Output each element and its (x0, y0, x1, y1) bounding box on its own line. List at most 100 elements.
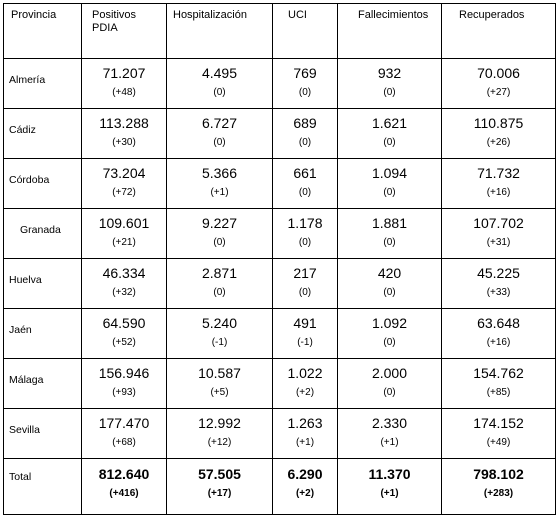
recuperados-change: (+16) (486, 187, 511, 198)
hospitalizacion-change: (0) (213, 287, 226, 298)
hospitalizacion-cell: 5.240 (-1) (166, 308, 273, 359)
uci-value: 217 (293, 265, 317, 281)
positivos-change: (+21) (112, 237, 136, 248)
positivos-value: 113.288 (99, 115, 149, 131)
header-hospitalizacion: Hospitalización (166, 3, 273, 59)
positivos-change: (+52) (112, 337, 136, 348)
hospitalizacion-cell: 10.587 (+5) (166, 358, 273, 409)
recuperados-change: (+33) (486, 287, 511, 298)
positivos-change: (+72) (112, 187, 136, 198)
header-uci: UCI (272, 3, 338, 59)
uci-cell: 1.263 (+1) (272, 408, 338, 459)
fallecimientos-cell: 11.370 (+1) (337, 458, 442, 515)
recuperados-cell: 63.648 (+16) (441, 308, 556, 359)
recuperados-change: (+85) (486, 387, 511, 398)
hospitalizacion-cell: 5.366 (+1) (166, 158, 273, 209)
recuperados-change: (+27) (486, 87, 511, 98)
positivos-cell: 64.590 (+52) (81, 308, 167, 359)
fallecimientos-cell: 1.621 (0) (337, 108, 442, 159)
hospitalizacion-value: 9.227 (201, 215, 238, 231)
positivos-change: (+32) (112, 287, 136, 298)
positivos-cell: 113.288 (+30) (81, 108, 167, 159)
hospitalizacion-value: 2.871 (201, 265, 238, 281)
table-row: Cádiz 113.288 (+30) 6.727 (0) 689 (0) 1.621 (0) 1… (3, 108, 556, 159)
table-row: Huelva 46.334 (+32) 2.871 (0) 217 (0) 420 (0) 45.… (3, 258, 556, 309)
header-recuperados: Recuperados (441, 3, 556, 59)
hospitalizacion-value: 4.495 (201, 65, 238, 81)
hospitalizacion-value: 10.587 (198, 365, 241, 381)
table-row: Málaga 156.946 (+93) 10.587 (+5) 1.022 (+2) 2.0… (3, 358, 556, 409)
recuperados-cell: 174.152 (+49) (441, 408, 556, 459)
uci-cell: 217 (0) (272, 258, 338, 309)
recuperados-change: (+16) (486, 337, 511, 348)
provincia-cell: Cádiz (3, 108, 82, 159)
hospitalizacion-value: 57.505 (198, 466, 241, 482)
hospitalizacion-value: 12.992 (198, 415, 241, 431)
header-fallecimientos-label: Fallecimientos (358, 9, 429, 21)
provincia-cell: Sevilla (3, 408, 82, 459)
fallecimientos-change: (0) (383, 237, 396, 248)
recuperados-change: (+283) (483, 488, 514, 499)
header-fallecimientos: Fallecimientos (337, 3, 442, 59)
fallecimientos-change: (0) (383, 337, 396, 348)
hospitalizacion-cell: 57.505 (+17) (166, 458, 273, 515)
table-row: Córdoba 73.204 (+72) 5.366 (+1) 661 (0) 1.094 (0… (3, 158, 556, 209)
positivos-value: 109.601 (98, 215, 150, 231)
fallecimientos-change: (0) (383, 137, 396, 148)
uci-change: (0) (298, 237, 312, 248)
uci-value: 689 (293, 115, 317, 131)
fallecimientos-cell: 1.092 (0) (337, 308, 442, 359)
recuperados-change: (+49) (486, 437, 511, 448)
positivos-cell: 109.601 (+21) (81, 208, 167, 259)
uci-value: 1.022 (287, 365, 323, 381)
header-row: Provincia Positivos PDIA Hospitalización … (3, 3, 556, 59)
uci-change: (+2) (295, 488, 315, 499)
header-positivos: Positivos PDIA (81, 3, 167, 59)
uci-value: 6.290 (287, 466, 323, 482)
hospitalizacion-cell: 4.495 (0) (166, 58, 273, 109)
provincia-cell: Jaén (3, 308, 82, 359)
recuperados-value: 110.875 (473, 115, 524, 131)
fallecimientos-value: 932 (377, 65, 402, 81)
uci-change: (0) (298, 87, 312, 98)
uci-value: 1.178 (287, 215, 323, 231)
positivos-cell: 73.204 (+72) (81, 158, 167, 209)
fallecimientos-change: (0) (383, 287, 396, 298)
fallecimientos-value: 420 (377, 265, 402, 281)
recuperados-value: 71.732 (477, 165, 520, 181)
positivos-value: 156.946 (98, 365, 150, 381)
fallecimientos-cell: 1.094 (0) (337, 158, 442, 209)
uci-change: (-1) (297, 337, 313, 348)
positivos-change: (+416) (109, 488, 139, 499)
table-row: Almería 71.207 (+48) 4.495 (0) 769 (0) 932 (0) 70… (3, 58, 556, 109)
uci-cell: 1.022 (+2) (272, 358, 338, 409)
table-row: Granada 109.601 (+21) 9.227 (0) 1.178 (0) 1.881… (3, 208, 556, 259)
fallecimientos-change: (0) (383, 387, 396, 398)
provincia-cell: Málaga (3, 358, 82, 409)
provincia-cell: Huelva (3, 258, 82, 309)
provincia-cell: Total (3, 458, 82, 515)
uci-cell: 689 (0) (272, 108, 338, 159)
hospitalizacion-change: (0) (213, 87, 226, 98)
recuperados-cell: 45.225 (+33) (441, 258, 556, 309)
covid-province-table: Provincia Positivos PDIA Hospitalización … (3, 3, 556, 515)
hospitalizacion-value: 5.240 (201, 315, 238, 331)
fallecimientos-cell: 420 (0) (337, 258, 442, 309)
hospitalizacion-change: (+1) (210, 187, 229, 198)
positivos-value: 177.470 (98, 415, 150, 431)
hospitalizacion-change: (+17) (207, 488, 232, 499)
fallecimientos-value: 2.000 (371, 365, 408, 381)
positivos-cell: 46.334 (+32) (81, 258, 167, 309)
header-provincia-label: Provincia (11, 9, 57, 21)
provincia-cell: Córdoba (3, 158, 82, 209)
fallecimientos-value: 1.092 (371, 315, 408, 331)
uci-cell: 491 (-1) (272, 308, 338, 359)
recuperados-value: 154.762 (473, 365, 524, 381)
uci-change: (+2) (295, 387, 315, 398)
header-provincia: Provincia (3, 3, 82, 59)
fallecimientos-value: 2.330 (371, 415, 408, 431)
uci-value: 491 (293, 315, 317, 331)
hospitalizacion-value: 6.727 (201, 115, 238, 131)
recuperados-cell: 154.762 (+85) (441, 358, 556, 409)
hospitalizacion-change: (+5) (210, 387, 229, 398)
